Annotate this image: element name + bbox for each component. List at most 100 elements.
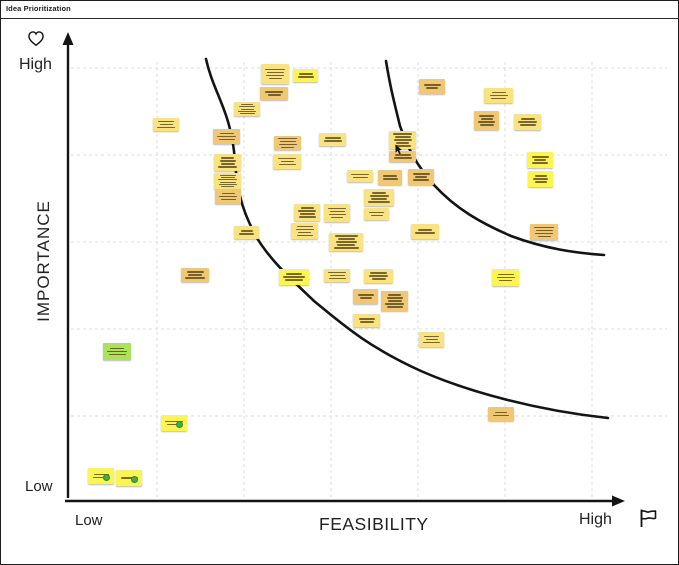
note-text-line (278, 157, 296, 160)
note-text-line (359, 321, 374, 323)
green-dot-stamp (103, 474, 110, 481)
sticky-note[interactable] (324, 204, 350, 222)
note-text-line (396, 142, 409, 144)
sticky-note[interactable] (364, 269, 393, 283)
sticky-note[interactable] (103, 343, 131, 360)
note-text-line (186, 271, 204, 273)
sticky-note[interactable] (389, 131, 416, 149)
sticky-note[interactable] (527, 152, 553, 168)
sticky-note[interactable] (161, 415, 187, 431)
sticky-note[interactable] (419, 332, 444, 347)
note-text-line (328, 271, 346, 274)
note-text-line (218, 183, 237, 185)
sticky-note[interactable] (214, 154, 241, 171)
sticky-note[interactable] (324, 269, 350, 282)
sticky-note[interactable] (234, 102, 260, 116)
sticky-note[interactable] (153, 118, 179, 131)
effort-curve (204, 57, 610, 420)
sticky-note[interactable] (353, 314, 380, 327)
sticky-note[interactable] (319, 133, 346, 146)
sticky-note[interactable] (260, 87, 288, 100)
sticky-note[interactable] (214, 173, 241, 189)
note-text-line (218, 166, 237, 168)
sticky-note[interactable] (294, 204, 320, 221)
note-text-line (296, 234, 313, 237)
sticky-note[interactable] (411, 224, 439, 239)
note-text-line (534, 159, 546, 161)
y-axis-title: IMPORTANCE (34, 200, 53, 322)
note-text-line (535, 229, 553, 232)
sticky-note[interactable] (389, 151, 416, 162)
note-text-line (240, 108, 254, 110)
note-text-line (265, 68, 285, 71)
note-text-line (324, 137, 341, 139)
note-text-line (221, 192, 235, 195)
note-text-line (537, 235, 551, 238)
note-text-line (493, 414, 509, 417)
note-text-line (534, 226, 554, 229)
frame-border-line (1, 18, 678, 19)
sticky-note[interactable] (116, 470, 142, 486)
note-text-line (331, 216, 343, 219)
sticky-note[interactable] (378, 170, 402, 185)
sticky-note[interactable] (215, 189, 241, 204)
sticky-note[interactable] (528, 171, 553, 187)
sticky-note[interactable] (488, 407, 514, 421)
note-text-line (385, 303, 404, 305)
sticky-note[interactable] (261, 64, 289, 84)
sticky-note[interactable] (213, 129, 240, 144)
mouse-cursor-icon (395, 142, 403, 160)
note-text-line (286, 273, 302, 275)
note-text-line (359, 297, 372, 299)
y-axis (62, 32, 74, 498)
note-text-line (495, 411, 507, 414)
sticky-note[interactable] (381, 291, 408, 311)
sticky-note[interactable] (274, 136, 301, 150)
sticky-note[interactable] (408, 169, 434, 185)
sticky-note[interactable] (514, 114, 541, 130)
note-text-line (278, 163, 296, 166)
sticky-note[interactable] (88, 468, 114, 484)
note-text-line (415, 232, 435, 234)
sticky-note[interactable] (353, 289, 378, 304)
note-text-line (386, 306, 403, 308)
note-text-line (283, 276, 305, 278)
note-text-line (337, 238, 355, 240)
note-text-line (120, 477, 138, 479)
note-text-line (532, 162, 548, 164)
note-text-line (386, 297, 403, 299)
note-text-line (334, 235, 358, 237)
sticky-note[interactable] (291, 223, 318, 239)
sticky-note[interactable] (492, 269, 519, 286)
sticky-note[interactable] (364, 208, 389, 220)
sticky-note[interactable] (234, 226, 259, 239)
sticky-note[interactable] (329, 233, 363, 251)
sticky-note[interactable] (474, 111, 499, 130)
sticky-note[interactable] (364, 189, 394, 206)
sticky-note[interactable] (347, 170, 373, 182)
note-text-line (300, 207, 314, 209)
sticky-note[interactable] (181, 268, 209, 282)
note-text-line (157, 126, 175, 129)
sticky-note[interactable] (419, 79, 445, 94)
note-text-line (394, 154, 411, 156)
sticky-note[interactable] (530, 224, 558, 240)
note-text-line (499, 279, 512, 282)
note-text-line (496, 276, 515, 279)
sticky-note[interactable] (484, 88, 513, 103)
note-text-line (352, 176, 368, 179)
note-text-line (295, 228, 314, 231)
sticky-note[interactable] (279, 269, 309, 285)
sticky-note[interactable] (273, 154, 301, 169)
note-text-line (518, 121, 537, 123)
note-text-line (531, 156, 549, 158)
note-text-line (278, 143, 297, 146)
note-text-line (333, 247, 359, 249)
sticky-note[interactable] (293, 69, 318, 82)
note-text-line (371, 198, 387, 200)
note-text-line (478, 121, 495, 123)
note-text-line (218, 179, 237, 181)
note-text-line (480, 118, 493, 120)
note-text-line (298, 210, 316, 212)
